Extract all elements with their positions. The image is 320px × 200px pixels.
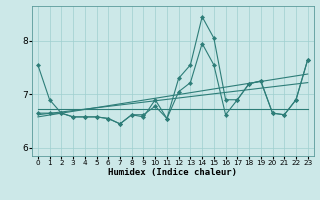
- X-axis label: Humidex (Indice chaleur): Humidex (Indice chaleur): [108, 168, 237, 177]
